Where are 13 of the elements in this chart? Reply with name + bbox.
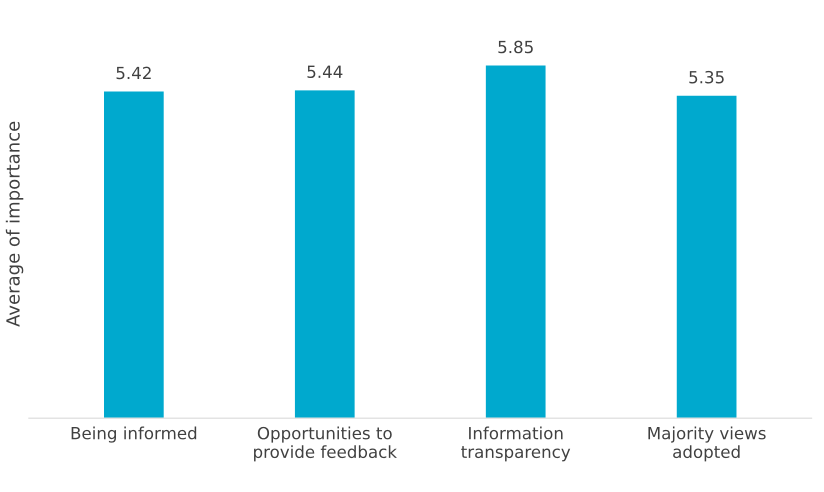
x-tick-label: Information transparency xyxy=(461,426,570,462)
data-label: 5.35 xyxy=(689,70,724,84)
x-tick-label: Opportunities to provide feedback xyxy=(254,426,397,462)
x-tick-label: Being informed xyxy=(72,426,196,443)
bar xyxy=(102,90,166,418)
data-label: 5.42 xyxy=(116,66,151,80)
data-label: 5.85 xyxy=(498,40,533,54)
data-label: 5.44 xyxy=(308,66,342,78)
bar xyxy=(675,94,738,418)
y-axis-title: Average of importance xyxy=(6,122,24,327)
bar xyxy=(484,64,547,418)
x-tick-label: Majority views adopted xyxy=(648,426,766,462)
bar xyxy=(294,88,356,418)
